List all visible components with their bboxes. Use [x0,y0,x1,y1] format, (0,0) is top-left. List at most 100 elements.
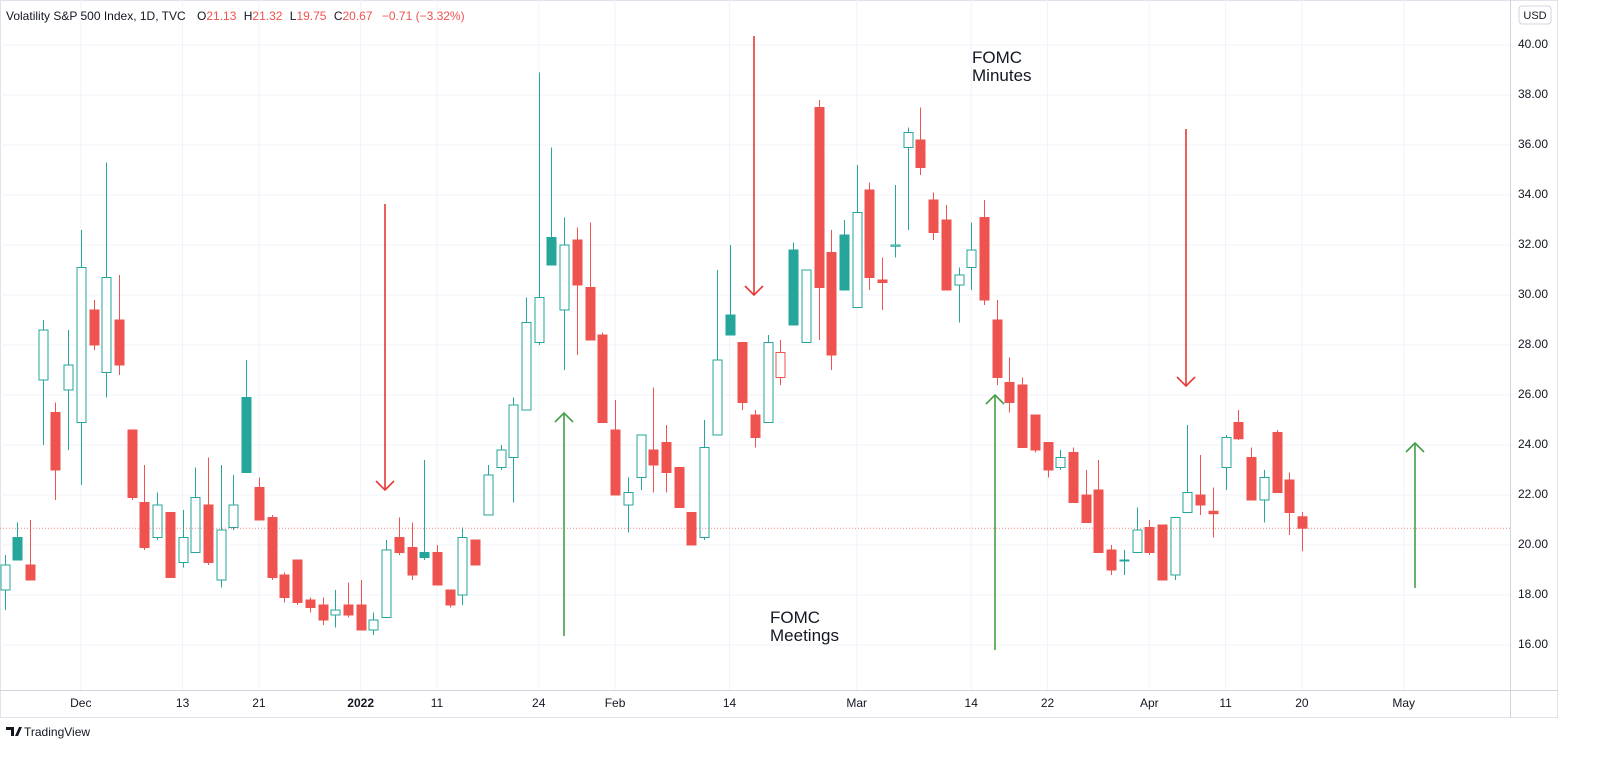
candle-body [674,467,685,508]
y-tick-label: 32.00 [1518,237,1548,251]
candle-body [1284,479,1295,513]
candle-body [1297,516,1308,529]
y-tick-label: 20.00 [1518,537,1548,551]
candle-body [928,199,939,233]
annotation: FOMC Minutes [972,48,1032,85]
candle-body [152,504,163,538]
candle-body [1055,457,1066,468]
candle-body [1170,517,1181,576]
y-tick-label: 38.00 [1518,87,1548,101]
candle-body [725,314,736,336]
frame [0,0,1558,718]
ohlc-label: H [244,9,253,23]
brand-logo: TradingView [6,725,90,739]
candle-body [979,217,990,301]
candle-body [1093,489,1104,553]
annotation-line: Minutes [972,66,1032,85]
candle-body [623,492,634,506]
candle-body [203,504,214,563]
candle-body [368,619,379,631]
candle-body [419,552,430,558]
candle-body [343,604,354,616]
candle-body [190,497,201,553]
candle-body [254,487,265,521]
candle-body [12,537,23,561]
candle-body [483,474,494,516]
candle-body [534,297,545,343]
ohlc-label: O [197,9,206,23]
annotation-line: Meetings [770,626,839,645]
candle-body [775,352,786,378]
x-tick-label: 21 [252,696,266,710]
candle-body [0,564,11,591]
x-tick-label: 24 [532,696,546,710]
candle-body [127,429,138,498]
x-tick-label: Dec [70,696,91,710]
arrow-head [985,393,1005,405]
x-tick-label: 20 [1295,696,1309,710]
change: −0.71 (−3.32%) [382,9,465,23]
candle-body [661,442,672,473]
candle-body [890,244,901,247]
candle-body [1132,529,1143,553]
candle-body [801,269,812,343]
candle-body [903,132,914,148]
y-tick-label: 18.00 [1518,587,1548,601]
candle-body [826,252,837,356]
candle-body [508,404,519,458]
ohlc-label: C [334,9,343,23]
candle-body [165,512,176,578]
x-tick-label: 2022 [347,696,374,710]
candle-body [407,547,418,576]
x-tick-label: 22 [1041,696,1055,710]
ohlc-value: 21.13 [206,9,236,23]
x-tick-label: 13 [176,696,190,710]
candle-body [686,512,697,546]
candle-body [228,504,239,528]
candle-body [241,397,252,473]
candle-body [915,139,926,168]
candle-body [356,604,367,631]
candle-body [839,234,850,291]
annotation-line: FOMC [972,48,1022,67]
arrow-head [1405,441,1425,453]
grid [0,0,1510,690]
arrow-head [1176,376,1196,388]
candle-body [941,219,952,291]
candle-body [50,412,61,471]
arrows [375,36,1425,650]
y-tick-label: 24.00 [1518,437,1548,451]
candle-body [1144,527,1155,553]
x-tick-label: 14 [723,696,737,710]
candle-body [648,449,659,466]
currency: USD [1523,10,1546,22]
candle-body [763,342,774,423]
candle-body [1195,494,1206,506]
candle-body [750,414,761,438]
candle-body [610,429,621,496]
arrow-head [554,411,574,423]
candle-body [992,319,1003,378]
candle-body [139,502,150,548]
candle-body [1043,442,1054,471]
candle-body [546,237,557,266]
y-tick-label: 36.00 [1518,137,1548,151]
candle-body [585,287,596,341]
candle-body [445,589,456,606]
candle-body [432,552,443,586]
candle-body [216,529,227,581]
candle-body [292,559,303,603]
candle-body [305,599,316,608]
candle-body [1272,432,1283,493]
candle-body [1081,494,1092,523]
brand: TradingView [24,725,90,739]
candle-body [877,279,888,283]
candle-body [559,244,570,311]
candle-body [597,334,608,423]
candle-body [178,537,189,563]
candle-body [267,517,278,578]
y-tick-label: 28.00 [1518,337,1548,351]
candle-body [1259,477,1270,501]
